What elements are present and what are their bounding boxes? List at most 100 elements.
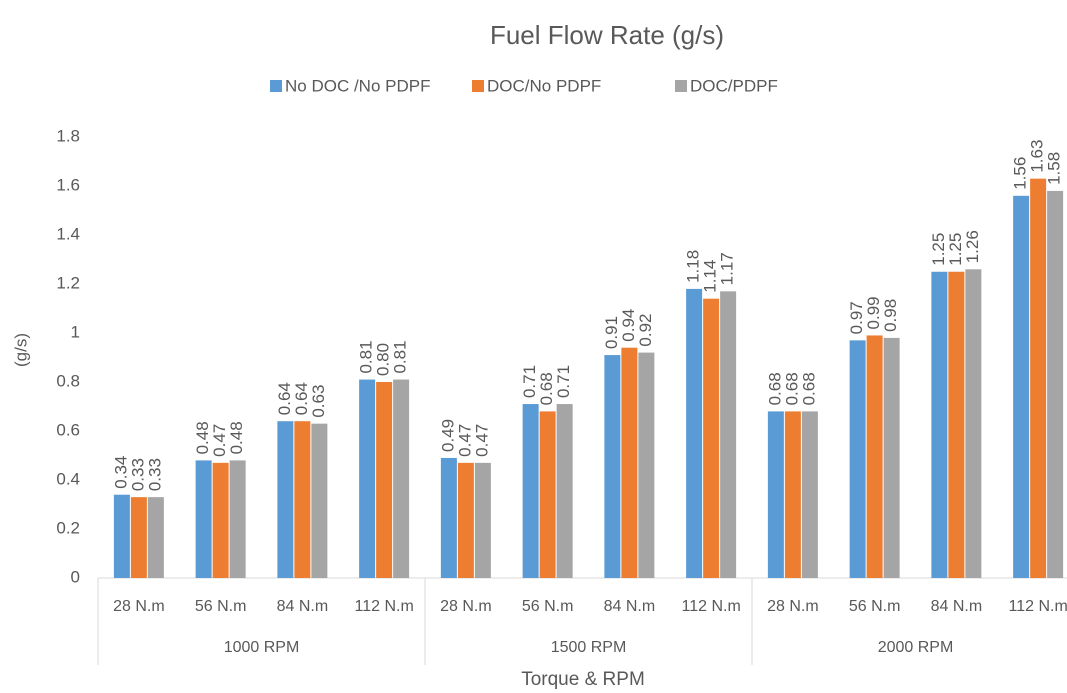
bar	[621, 347, 638, 578]
data-label: 0.47	[472, 424, 491, 457]
legend-swatch	[675, 80, 687, 92]
data-label: 1.26	[963, 230, 982, 263]
data-label: 1.14	[701, 260, 720, 293]
bar	[965, 269, 982, 578]
x-tick-label: 28 N.m	[113, 598, 165, 615]
bar	[212, 462, 229, 578]
data-label: 0.63	[309, 385, 328, 418]
legend-swatch	[270, 80, 282, 92]
bar	[948, 271, 965, 578]
y-tick-label: 0.2	[56, 518, 80, 537]
y-tick-label: 1.8	[56, 126, 80, 145]
y-axis-title: (g/s)	[11, 333, 30, 367]
x-tick-label: 112 N.m	[1008, 598, 1067, 615]
data-label: 1.25	[929, 233, 948, 266]
y-tick-label: 1.6	[56, 175, 80, 194]
x-tick-label: 84 N.m	[277, 598, 329, 615]
data-label: 0.71	[554, 365, 573, 398]
bar	[294, 421, 311, 578]
bar	[393, 379, 410, 578]
bar	[229, 460, 246, 578]
data-label: 0.92	[636, 314, 655, 347]
data-label: 0.49	[438, 419, 457, 452]
legend-swatch	[472, 80, 484, 92]
data-label: 0.68	[782, 372, 801, 405]
bar	[883, 337, 900, 578]
bar	[130, 497, 147, 578]
bar	[277, 421, 294, 578]
bar	[801, 411, 818, 578]
bar	[440, 457, 457, 578]
bar	[474, 462, 491, 578]
group-label: 1000 RPM	[224, 639, 300, 656]
bar	[720, 291, 737, 578]
data-label: 0.48	[227, 421, 246, 454]
data-label: 0.81	[357, 340, 376, 373]
x-tick-label: 112 N.m	[681, 598, 740, 615]
bar	[1030, 178, 1047, 578]
x-tick-label: 84 N.m	[931, 598, 983, 615]
bar	[311, 423, 328, 578]
y-tick-label: 0.6	[56, 420, 80, 439]
legend-label: No DOC /No PDPF	[285, 76, 430, 95]
y-tick-label: 0.8	[56, 371, 80, 390]
y-tick-label: 1	[71, 322, 80, 341]
bar	[849, 340, 866, 578]
data-label: 1.63	[1028, 140, 1047, 173]
data-label: 0.34	[111, 456, 130, 489]
data-label: 0.33	[128, 458, 147, 491]
y-tick-label: 0	[71, 567, 80, 586]
bar	[703, 298, 720, 578]
bar	[1013, 195, 1030, 579]
data-label: 0.47	[455, 424, 474, 457]
data-label: 1.58	[1045, 152, 1064, 185]
data-label: 0.68	[799, 372, 818, 405]
data-label: 0.68	[537, 372, 556, 405]
bar	[359, 379, 376, 578]
x-tick-label: 28 N.m	[767, 598, 819, 615]
bar	[376, 382, 393, 578]
bar	[556, 404, 573, 578]
data-label: 0.94	[619, 309, 638, 342]
bar	[539, 411, 556, 578]
data-label: 0.64	[275, 382, 294, 415]
bar	[767, 411, 784, 578]
bar	[522, 404, 539, 578]
chart-title: Fuel Flow Rate (g/s)	[490, 20, 724, 50]
data-label: 0.80	[374, 343, 393, 376]
bar	[784, 411, 801, 578]
data-label: 0.33	[145, 458, 164, 491]
bar	[686, 288, 703, 578]
x-tick-label: 56 N.m	[849, 598, 901, 615]
x-tick-label: 28 N.m	[440, 598, 492, 615]
legend-label: DOC/No PDPF	[487, 76, 601, 95]
x-tick-label: 56 N.m	[522, 598, 574, 615]
y-tick-label: 1.2	[56, 273, 80, 292]
bar	[1047, 190, 1064, 578]
data-label: 0.81	[391, 340, 410, 373]
data-label: 0.68	[765, 372, 784, 405]
data-label: 0.47	[210, 424, 229, 457]
y-tick-label: 0.4	[56, 469, 80, 488]
data-label: 0.98	[881, 299, 900, 332]
data-label: 1.56	[1011, 157, 1030, 190]
data-label: 0.99	[864, 296, 883, 329]
bar	[604, 355, 621, 578]
data-label: 0.48	[193, 421, 212, 454]
legend-label: DOC/PDPF	[690, 76, 778, 95]
bar	[457, 462, 474, 578]
data-label: 0.64	[292, 382, 311, 415]
bar	[113, 494, 130, 578]
data-label: 1.25	[946, 233, 965, 266]
data-label: 1.17	[718, 252, 737, 285]
x-tick-label: 56 N.m	[195, 598, 247, 615]
bar	[195, 460, 212, 578]
x-tick-label: 84 N.m	[604, 598, 656, 615]
bar	[638, 352, 655, 578]
group-label: 2000 RPM	[878, 639, 954, 656]
x-axis-title: Torque & RPM	[521, 669, 645, 690]
data-label: 0.91	[602, 316, 621, 349]
bar	[866, 335, 883, 578]
